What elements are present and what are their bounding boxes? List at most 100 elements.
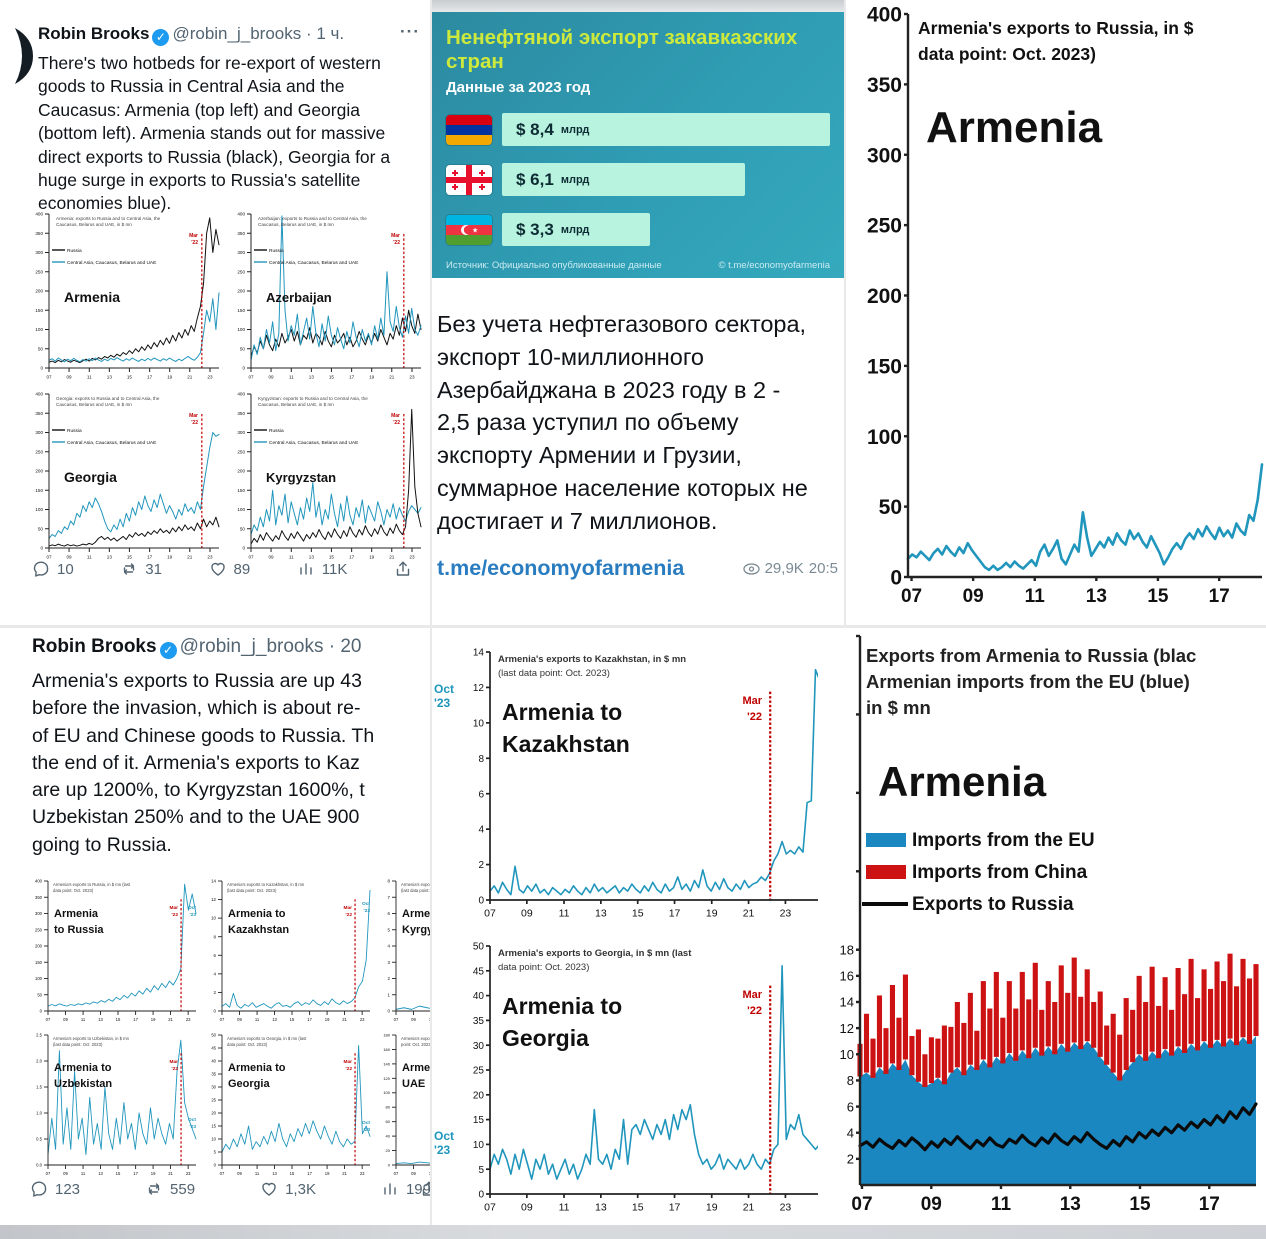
blurred-bottom-strip <box>0 1225 1266 1239</box>
svg-text:12: 12 <box>211 897 216 902</box>
svg-text:Azerbaijan: exports to Russia: Azerbaijan: exports to Russia and to Cen… <box>258 216 367 221</box>
svg-text:Armenia: Armenia <box>64 289 120 305</box>
svg-text:150: 150 <box>35 960 43 965</box>
svg-text:21: 21 <box>743 908 755 920</box>
svg-text:23: 23 <box>207 555 213 560</box>
svg-text:07: 07 <box>394 1017 399 1022</box>
views-button[interactable]: 11K <box>297 560 347 578</box>
bar-row-georgia: $ 6,1 млрд <box>446 163 830 196</box>
svg-text:17: 17 <box>147 375 153 380</box>
svg-text:Kazakhstan: Kazakhstan <box>228 924 289 936</box>
svg-text:15: 15 <box>290 1017 295 1022</box>
svg-text:Armenia's exports to Russia, i: Armenia's exports to Russia, in $ mn (la… <box>53 882 131 887</box>
svg-text:300: 300 <box>237 430 245 435</box>
tweet-header: Robin Brooks ✓ @robin_j_brooks · 1 ч. <box>38 24 344 46</box>
svg-text:09: 09 <box>411 1017 416 1022</box>
svg-text:21: 21 <box>342 1171 347 1176</box>
svg-text:17: 17 <box>669 908 681 920</box>
svg-text:07: 07 <box>851 1194 872 1215</box>
svg-text:13: 13 <box>595 1202 607 1214</box>
more-menu-button[interactable]: ··· <box>400 22 420 41</box>
svg-text:80: 80 <box>386 1105 391 1110</box>
svg-text:★: ★ <box>472 226 478 234</box>
svg-text:19: 19 <box>167 375 173 380</box>
svg-text:50: 50 <box>473 942 485 953</box>
svg-text:Russia: Russia <box>67 428 82 434</box>
svg-text:09: 09 <box>411 1171 416 1176</box>
svg-text:16: 16 <box>840 969 854 984</box>
armenia-georgia-chart: 0 5 10 15 20 25 30 35 40 45 50 07 09 11 13 15 17 19 21 23 Ar… <box>473 942 838 1214</box>
svg-text:Armenia's export: Armenia's export <box>401 1036 430 1041</box>
svg-text:6: 6 <box>847 1099 854 1114</box>
svg-text:200: 200 <box>237 289 245 294</box>
svg-text:Oct: Oct <box>188 1117 196 1123</box>
svg-text:17: 17 <box>669 1202 681 1214</box>
author-handle[interactable]: @robin_j_brooks · 20 <box>179 636 362 657</box>
svg-text:15: 15 <box>127 375 133 380</box>
svg-text:23: 23 <box>780 1202 792 1214</box>
svg-text:21: 21 <box>168 1171 173 1176</box>
author-handle[interactable]: @robin_j_brooks · 1 ч. <box>172 24 345 43</box>
svg-text:Azerbaijan: Azerbaijan <box>266 290 332 305</box>
svg-text:2.5: 2.5 <box>36 1033 42 1038</box>
svg-text:200: 200 <box>867 285 902 308</box>
svg-text:2: 2 <box>847 1152 854 1167</box>
svg-text:35: 35 <box>211 1072 216 1077</box>
tweet-stats-bar: 123 559 1,3K 199 <box>30 1180 430 1198</box>
svg-text:'22: '22 <box>172 912 179 918</box>
svg-text:17: 17 <box>133 1017 138 1022</box>
svg-text:09: 09 <box>268 375 274 380</box>
svg-text:15: 15 <box>632 1202 644 1214</box>
share-button[interactable] <box>394 560 412 578</box>
svg-text:50: 50 <box>38 346 44 351</box>
retweet-button[interactable]: 31 <box>120 560 162 578</box>
svg-text:Kyrgyzstan: exports to Russia: Kyrgyzstan: exports to Russia and to Cen… <box>258 396 368 401</box>
image-source-line: Источник: Официально опубликованные данн… <box>446 260 830 271</box>
author-name[interactable]: Robin Brooks <box>38 24 150 43</box>
source-text: Источник: Официально опубликованные данн… <box>446 260 662 271</box>
author-name[interactable]: Robin Brooks <box>32 636 157 657</box>
svg-text:17: 17 <box>147 555 153 560</box>
armenia-exports-mini-chart: 0 50 100 150 200 250 300 350 400 07 09 11 13 15 17 19 21… <box>35 212 220 380</box>
svg-text:21: 21 <box>187 375 193 380</box>
armenia-to-georgia-mini-chart: 0 5 10 15 20 25 30 35 40 45 50 07 09 11 13 15 17 19 21 23 Ar… <box>211 1033 371 1176</box>
svg-text:(last data point: O: (last data point: O <box>401 888 430 893</box>
svg-text:09: 09 <box>63 1171 68 1176</box>
chart-grid-2x3: 0 50 100 150 200 250 300 350 400 07 09 11 13 15 17 19 21… <box>28 875 430 1179</box>
svg-text:300: 300 <box>867 144 902 167</box>
svg-text:200: 200 <box>35 944 43 949</box>
like-button[interactable]: 89 <box>209 560 250 578</box>
svg-text:0: 0 <box>388 1009 391 1014</box>
svg-text:11: 11 <box>87 555 92 560</box>
share-button[interactable] <box>420 1180 430 1198</box>
retweet-button[interactable]: 559 <box>145 1180 195 1198</box>
svg-text:09: 09 <box>521 908 533 920</box>
reply-button[interactable]: 123 <box>30 1180 80 1198</box>
svg-text:13: 13 <box>98 1017 103 1022</box>
svg-text:Exports from Armenia to Russia: Exports from Armenia to Russia (blac <box>866 645 1196 666</box>
svg-text:160: 160 <box>383 1047 390 1052</box>
svg-text:50: 50 <box>211 1033 216 1038</box>
bar-row-armenia: $ 8,4 млрд <box>446 113 830 146</box>
tweet-stats-bar: 10 31 89 11K <box>32 560 412 578</box>
svg-text:19: 19 <box>369 555 375 560</box>
svg-text:15: 15 <box>127 555 133 560</box>
svg-text:21: 21 <box>743 1202 755 1214</box>
svg-text:11: 11 <box>991 1194 1012 1215</box>
reply-button[interactable]: 10 <box>32 560 74 578</box>
svg-text:11: 11 <box>255 1171 260 1176</box>
svg-text:'22: '22 <box>747 1005 762 1017</box>
channel-link[interactable]: t.me/economyofarmenia <box>437 556 685 580</box>
svg-text:13: 13 <box>1086 586 1107 607</box>
like-button[interactable]: 1,3K <box>260 1180 316 1198</box>
svg-text:'22: '22 <box>191 240 198 246</box>
svg-text:Caucasus, Belarus and UAE, in: Caucasus, Belarus and UAE, in $ mn <box>258 222 334 227</box>
svg-text:10: 10 <box>473 1140 485 1151</box>
svg-text:Mar: Mar <box>391 413 400 419</box>
svg-text:400: 400 <box>35 212 43 217</box>
armenia-to-russia-mini-chart: 0 50 100 150 200 250 300 350 400 07 09 11 13 15 17 19 21… <box>35 879 197 1022</box>
svg-text:07: 07 <box>394 1171 399 1176</box>
svg-text:350: 350 <box>237 411 245 416</box>
svg-text:2.0: 2.0 <box>36 1059 42 1064</box>
svg-text:07: 07 <box>248 555 254 560</box>
